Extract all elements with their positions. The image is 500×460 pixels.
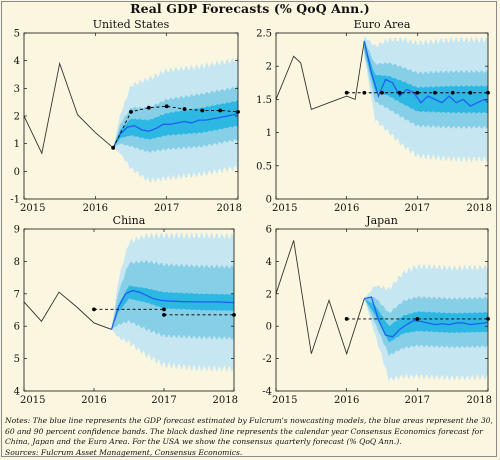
panel-japan: Japan -4 -2 0 2 4 6 2015 2016 2017 2018: [262, 214, 492, 406]
sources-text: Sources: Fulcrum Asset Management, Conse…: [5, 447, 243, 457]
y-tick-label-japan: 6: [266, 225, 272, 236]
consensus-point-united-states: [146, 105, 151, 110]
forecast-line-china: [110, 289, 234, 330]
panel-united-states: United States -1 0 1 2 3 4 5 2015 2016 2017 2018: [10, 18, 242, 214]
consensus-point-united-states: [200, 108, 205, 113]
y-tick-label-japan: 2: [266, 289, 272, 300]
notes-text: Notes: The blue line represents the GDP …: [5, 416, 493, 447]
panel-china: China 4 5 6 7 8 9 2015 2016 2017 2018: [14, 214, 238, 406]
y-tick-label-china: 6: [14, 322, 20, 333]
consensus-point-united-states: [218, 108, 223, 113]
consensus-point-china: [92, 307, 96, 312]
history-line-euro-area: [276, 40, 365, 110]
y-tick-label-china: 9: [14, 225, 20, 236]
plot-area-euro-area: [275, 32, 489, 200]
figure-title: Real GDP Forecasts (% QoQ Ann.): [130, 1, 370, 16]
x-tick-label-united-states: 2017: [154, 203, 179, 214]
confidence-band-30-japan: [364, 298, 488, 343]
forecast-line-euro-area: [363, 40, 488, 107]
x-tick-label-china: 2015: [20, 395, 45, 406]
consensus-point-euro-area: [433, 90, 437, 95]
history-line-united-states: [24, 61, 114, 155]
forecast-line-japan: [364, 296, 488, 338]
y-tick-label-china: 8: [14, 257, 20, 268]
y-tick-label-china: 5: [14, 354, 20, 365]
y-tick-label-united-states: 1: [14, 139, 20, 150]
y-tick-label-japan: -4: [262, 387, 272, 398]
history-line-japan: [276, 240, 365, 356]
x-tick-label-china: 2017: [151, 395, 176, 406]
y-tick-label-euro-area: 0.5: [256, 161, 272, 172]
panel-euro-area: Euro Area 0 0.5 1 1.5 2 2.5 2015 2016 2017 2018: [256, 18, 492, 214]
confidence-band-30-united-states: [113, 100, 238, 148]
y-tick-label-euro-area: 2.5: [256, 29, 272, 40]
consensus-point-united-states: [129, 109, 133, 114]
y-tick-label-united-states: 3: [14, 84, 20, 95]
forecast-line-united-states: [112, 112, 238, 149]
x-tick-label-japan: 2016: [334, 395, 359, 406]
y-tick-label-united-states: 2: [14, 112, 20, 123]
y-tick-label-china: 7: [14, 289, 20, 300]
x-tick-label-china: 2016: [81, 395, 106, 406]
consensus-point-euro-area: [362, 90, 367, 95]
x-tick-label-japan: 2017: [405, 395, 430, 406]
x-tick-label-euro-area: 2017: [405, 203, 430, 214]
history-line-china: [24, 291, 112, 330]
x-tick-label-euro-area: 2015: [272, 203, 297, 214]
consensus-line-united-states: [112, 105, 239, 149]
y-tick-label-united-states: -1: [10, 195, 20, 206]
figure-notes: Notes: The blue line represents the GDP …: [5, 416, 495, 458]
consensus-point-japan: [344, 317, 349, 321]
consensus-point-united-states: [182, 107, 187, 111]
x-tick-label-china: 2018: [213, 395, 238, 406]
y-tick-label-japan: 4: [266, 257, 272, 268]
consensus-point-euro-area: [415, 90, 420, 95]
panel-title-united-states: United States: [93, 18, 170, 31]
confidence-band-30-china: [111, 285, 234, 330]
consensus-point-euro-area: [344, 90, 349, 95]
x-tick-label-euro-area: 2016: [334, 203, 359, 214]
y-tick-label-japan: 0: [266, 322, 272, 333]
panel-title-china: China: [113, 214, 146, 227]
consensus-point-united-states: [164, 104, 169, 109]
consensus-point-euro-area: [450, 90, 455, 95]
x-tick-label-japan: 2015: [272, 395, 297, 406]
x-tick-label-united-states: 2018: [217, 203, 242, 214]
y-tick-label-china: 4: [14, 387, 20, 398]
confidence-band-30-euro-area: [364, 42, 488, 114]
panel-title-euro-area: Euro Area: [354, 18, 411, 31]
x-tick-label-united-states: 2015: [20, 203, 45, 214]
y-tick-label-euro-area: 0: [266, 195, 272, 206]
x-tick-label-japan: 2018: [467, 395, 492, 406]
consensus-point-euro-area: [397, 90, 402, 95]
x-tick-label-united-states: 2016: [83, 203, 108, 214]
plot-area-japan: [275, 228, 489, 392]
x-tick-label-euro-area: 2018: [467, 203, 492, 214]
consensus-point-china: [162, 312, 166, 317]
y-tick-label-euro-area: 1.5: [256, 95, 272, 106]
y-tick-label-euro-area: 1: [266, 128, 272, 139]
y-tick-label-united-states: 0: [14, 167, 20, 178]
consensus-point-china: [162, 307, 166, 312]
y-tick-label-united-states: 4: [14, 56, 20, 67]
panel-title-japan: Japan: [365, 214, 398, 227]
consensus-point-japan: [415, 317, 420, 321]
consensus-point-euro-area: [468, 90, 473, 95]
plot-area-china: [23, 228, 235, 392]
y-tick-label-united-states: 5: [14, 29, 20, 40]
consensus-point-euro-area: [380, 90, 384, 95]
y-tick-label-euro-area: 2: [266, 62, 272, 73]
y-tick-label-japan: -2: [262, 354, 272, 365]
consensus-point-united-states: [111, 145, 116, 150]
